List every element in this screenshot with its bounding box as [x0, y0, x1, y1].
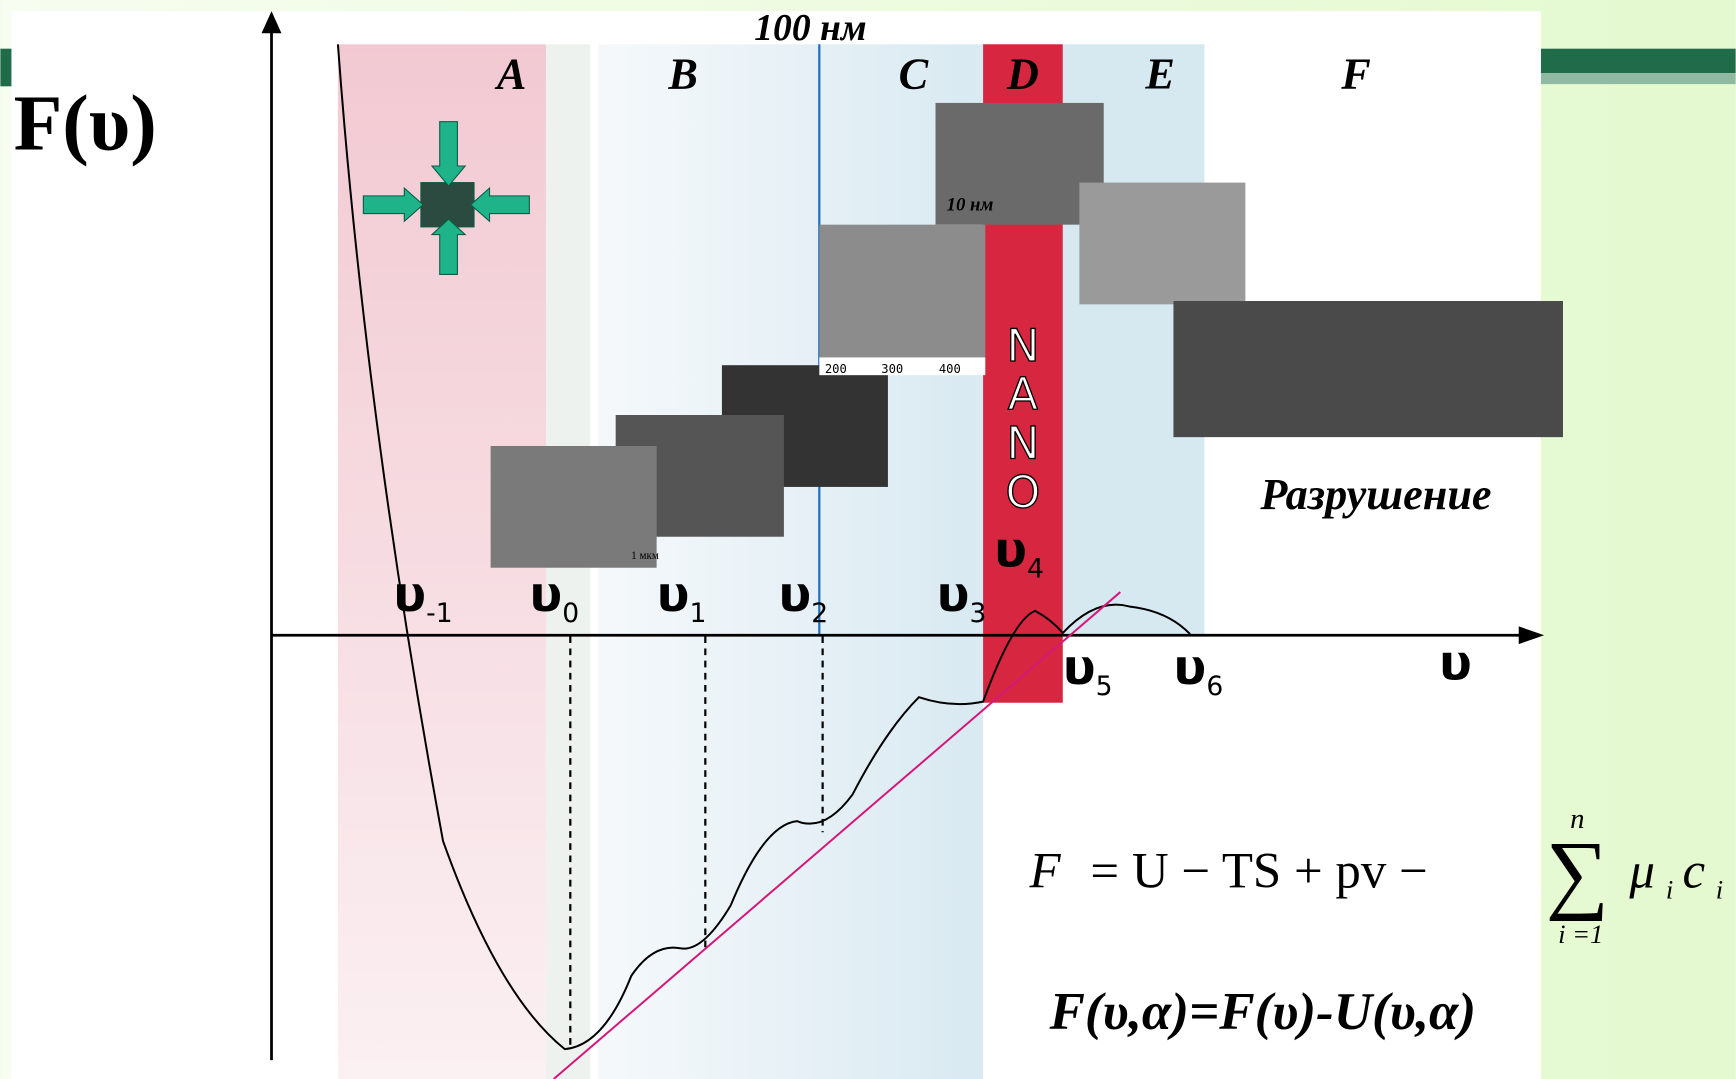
region-label: A [494, 50, 527, 99]
formula-part: μ [1628, 844, 1655, 900]
deco-bar [1541, 73, 1736, 84]
afm-tick: 200 [825, 362, 847, 376]
point-symbol: υ [778, 567, 811, 623]
scale-label: 100 нм [754, 7, 866, 49]
photo [1079, 183, 1245, 305]
point-symbol: υ [937, 567, 970, 623]
x-axis-label: υ [1439, 635, 1472, 691]
region-label: E [1144, 50, 1175, 99]
formula-part: = U − TS + pv − [1090, 844, 1427, 900]
point-index: 3 [970, 598, 987, 629]
point-index: 5 [1096, 671, 1113, 702]
point-index: 0 [562, 598, 579, 629]
region-label: D [1006, 50, 1039, 99]
afm-tick: 300 [881, 362, 903, 376]
point-index: 2 [811, 598, 828, 629]
point-index: 6 [1206, 671, 1223, 702]
afm-tick: 400 [939, 362, 961, 376]
region-label: B [667, 50, 698, 99]
photo-label: 10 нм [947, 194, 994, 215]
region-label: C [899, 50, 929, 99]
point-index: 1 [690, 598, 707, 629]
point-symbol: υ [994, 523, 1027, 579]
point-symbol: υ [529, 567, 562, 623]
fracture-label: Разрушение [1259, 470, 1491, 519]
formula-2: F(υ,α)=F(υ)-U(υ,α) [1048, 983, 1476, 1041]
point-index: 4 [1027, 554, 1044, 585]
slide: 10 нм 1 мкм 200 300 400 F(υ) υ 100 нм A B… [0, 0, 1736, 1079]
region-label: F [1340, 50, 1371, 99]
formula-part: i [1716, 875, 1723, 905]
formula-part: c [1683, 844, 1706, 900]
nano-label: NANO [997, 321, 1048, 516]
photo [1173, 301, 1563, 437]
photo-label: 1 мкм [631, 550, 659, 562]
point-symbol: υ [1063, 640, 1096, 696]
point-symbol: υ [657, 567, 690, 623]
formula-part: i =1 [1558, 919, 1603, 949]
point-index: -1 [426, 598, 452, 629]
photo [819, 225, 985, 358]
point-symbol: υ [1173, 640, 1206, 696]
formula-part: i [1666, 875, 1673, 905]
point-symbol: υ [393, 567, 426, 623]
y-axis-label: F(υ) [14, 79, 157, 167]
deco-bar [1541, 49, 1736, 73]
formula-part: ∑ [1546, 824, 1609, 922]
formula-part: F [1029, 844, 1062, 900]
